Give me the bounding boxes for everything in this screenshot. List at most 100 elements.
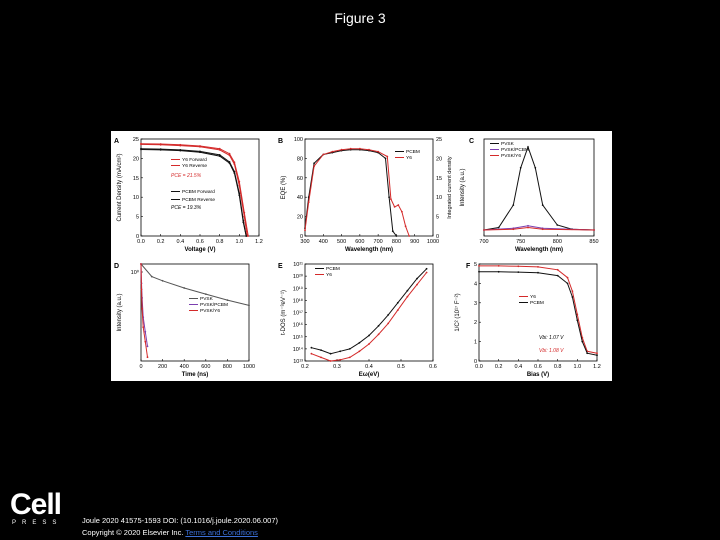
panel-e-frame bbox=[304, 263, 434, 362]
panel-c-data-point bbox=[497, 226, 500, 229]
panel-c-data-point bbox=[527, 226, 529, 229]
panel-d-frame bbox=[140, 263, 250, 362]
panel-f-data-point bbox=[556, 268, 559, 271]
panel-e-ylabel: t-DOS (m⁻³eV⁻¹) bbox=[281, 290, 287, 335]
panel-a-series-line bbox=[140, 143, 248, 237]
panel-f-data-point bbox=[478, 265, 480, 267]
panel-e-ytick-label: 10²⁰ bbox=[293, 273, 304, 280]
panel-d-data-point bbox=[140, 288, 143, 291]
panel-b-data-point bbox=[313, 162, 315, 165]
panel-a-series-line bbox=[140, 148, 247, 237]
panel-d-data-point bbox=[204, 293, 207, 295]
panel-d-data-point bbox=[144, 330, 147, 333]
panel-e-letter: E bbox=[278, 263, 283, 270]
panel-e-data-point bbox=[406, 289, 409, 292]
panel-f-ytick-label: 3 bbox=[474, 301, 477, 307]
panel-e-xtick-label: 0.5 bbox=[397, 364, 405, 370]
panel-e-legend-label: Y6 bbox=[326, 272, 332, 278]
panel-e-data-point bbox=[425, 267, 428, 270]
panel-b-ytick-label: 20 bbox=[297, 215, 303, 221]
panel-b-ytick-label: 80 bbox=[297, 156, 303, 162]
panel-e-ytick-label: 10¹⁹ bbox=[293, 285, 303, 292]
panel-a-data-point bbox=[228, 152, 231, 155]
slide-title: Figure 3 bbox=[334, 10, 386, 26]
panel-b-xtick-label: 300 bbox=[300, 239, 309, 245]
panel-c-data-point bbox=[527, 224, 529, 227]
panel-a-annotation: PCE = 21.5% bbox=[171, 173, 202, 179]
panel-b-ytick-right-label: 10 bbox=[436, 195, 442, 201]
panel-c-data-point bbox=[527, 146, 529, 148]
panel-a-xtick-label: 0.8 bbox=[216, 239, 224, 245]
panel-a-data-point bbox=[228, 161, 231, 163]
panel-a-letter: A bbox=[114, 138, 119, 145]
panel-d-data-point bbox=[144, 340, 147, 343]
cell-press-logo: Cell PRESS bbox=[10, 490, 70, 530]
panel-c-letter: C bbox=[469, 138, 474, 145]
panel-f-data-point bbox=[571, 296, 574, 298]
panel-c-xlabel: Wavelength (nm) bbox=[515, 247, 563, 253]
panel-c-xtick-label: 850 bbox=[589, 239, 598, 245]
figure-svg: A0.0 0.2 0.4 0.6 0.8 1.0 1.20510152025Voltage … bbox=[114, 137, 601, 378]
panel-b-data-point bbox=[307, 201, 310, 203]
panel-e-data-point bbox=[377, 333, 380, 336]
panel-e-data-point bbox=[320, 356, 322, 359]
panel-f-xtick-label: 1.2 bbox=[593, 364, 601, 370]
panel-c-legend-label: PVSK bbox=[501, 141, 515, 147]
panel-e-data-point bbox=[416, 277, 418, 280]
panel-a-legend-label: PCBM Forward bbox=[182, 189, 215, 195]
panel-c-data-point bbox=[541, 204, 544, 206]
panel-b-xtick-label: 1000 bbox=[427, 239, 439, 245]
panel-a-ytick-label: 20 bbox=[133, 156, 139, 162]
panel-b-ytick-right-label: 25 bbox=[436, 137, 442, 143]
panel-a-data-point bbox=[238, 180, 241, 183]
panel-a-ytick-label: 15 bbox=[133, 176, 139, 182]
panel-e-xtick-label: 0.6 bbox=[429, 364, 437, 370]
panel-f-legend-label: PCBM bbox=[530, 300, 544, 306]
logo-subtext: PRESS bbox=[12, 520, 63, 526]
panel-e-data-point bbox=[310, 346, 313, 349]
panel-f-data-point bbox=[478, 270, 480, 273]
panel-c-data-point bbox=[556, 224, 559, 226]
panel-a-data-point bbox=[218, 147, 221, 150]
panel-f-data-point bbox=[596, 352, 598, 355]
panel-d-data-point bbox=[248, 304, 250, 307]
panel-b-data-point bbox=[408, 235, 411, 237]
panel-d-data-point bbox=[183, 287, 186, 289]
panel-f-xtick-label: 0.0 bbox=[475, 364, 483, 370]
panel-b-data-point bbox=[322, 153, 325, 156]
panel-d-data-point bbox=[141, 307, 143, 310]
panel-f-data-point bbox=[497, 265, 500, 267]
panel-e-data-point bbox=[320, 349, 322, 351]
panel-b-data-point bbox=[384, 157, 387, 160]
panel-b-ylabel: EQE (%) bbox=[281, 176, 287, 200]
panel-a-data-point bbox=[140, 142, 142, 145]
panel-d-data-point bbox=[146, 345, 149, 348]
panel-e-legend-label: PCBM bbox=[326, 266, 340, 272]
panel-f-annotation: Vbi: 1.07 V bbox=[539, 335, 564, 341]
panel-a-data-point bbox=[199, 150, 201, 153]
panel-b-xtick-label: 900 bbox=[410, 239, 419, 245]
panel-d-xtick-label: 200 bbox=[158, 364, 167, 370]
panel-d-data-point bbox=[140, 263, 142, 265]
panel-b-data-point bbox=[401, 210, 403, 213]
panel-b-series-line bbox=[304, 149, 397, 237]
panel-e-data-point bbox=[396, 301, 399, 304]
panel-a-ytick-label: 0 bbox=[136, 234, 139, 240]
panel-f-xlabel: Bias (V) bbox=[527, 372, 549, 378]
panel-b-legend-label: Y6 bbox=[406, 155, 412, 161]
panel-b-series-line bbox=[304, 148, 410, 237]
copyright-text: Copyright © 2020 Elsevier Inc. bbox=[82, 528, 184, 537]
panel-e-data-point bbox=[358, 341, 361, 344]
panel-b-data-point bbox=[393, 206, 396, 208]
terms-link[interactable]: Terms and Conditions bbox=[185, 528, 258, 537]
panel-b-xtick-label: 400 bbox=[319, 239, 328, 245]
panel-a-data-point bbox=[140, 147, 142, 150]
panel-f-data-point bbox=[537, 271, 539, 274]
panel-a-data-point bbox=[159, 143, 162, 145]
panel-e-series-line bbox=[311, 268, 427, 355]
panel-f-data-point bbox=[556, 274, 559, 277]
panel-e-data-point bbox=[377, 324, 380, 327]
panel-d-xtick-label: 600 bbox=[201, 364, 210, 370]
panel-b-data-point bbox=[304, 229, 306, 232]
panel-f-data-point bbox=[596, 354, 598, 357]
